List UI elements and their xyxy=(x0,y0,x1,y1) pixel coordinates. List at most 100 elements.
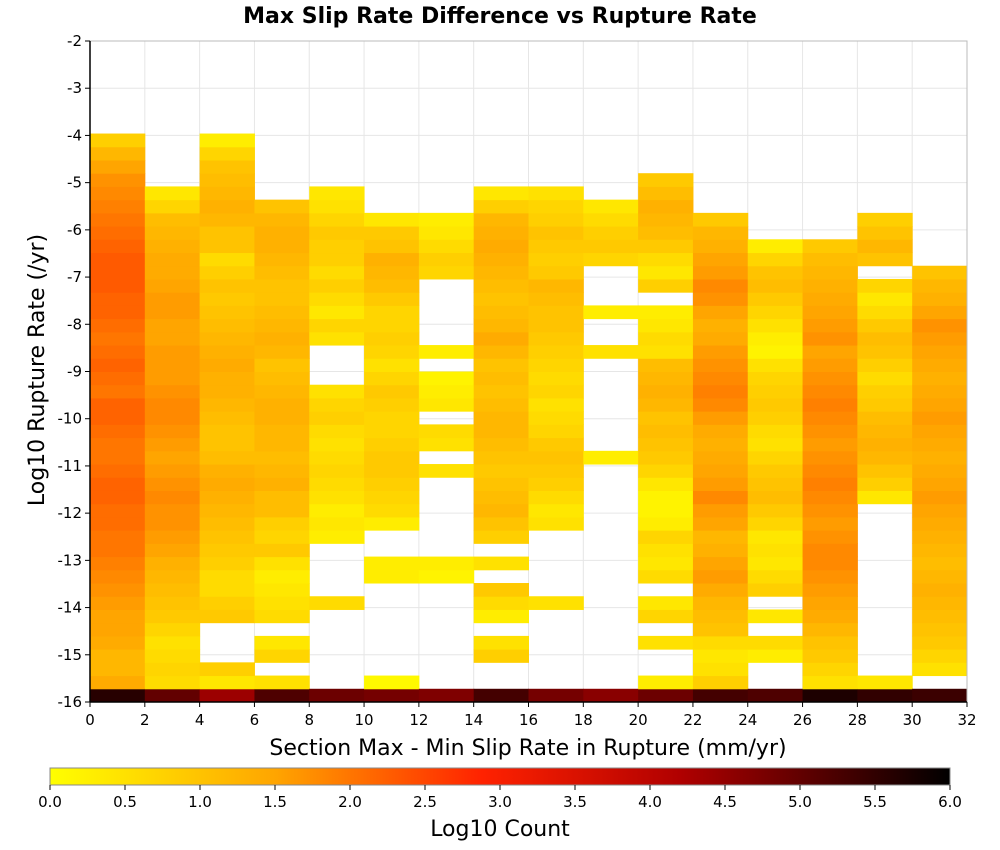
heatmap-cell xyxy=(747,464,804,478)
heatmap-cell xyxy=(90,292,146,306)
heatmap-cell xyxy=(638,675,694,690)
heatmap-cell xyxy=(364,239,420,254)
x-tick-label: 30 xyxy=(903,711,922,729)
heatmap-cell xyxy=(473,345,529,359)
heatmap-cell xyxy=(144,265,201,280)
heatmap-cell xyxy=(528,477,584,491)
heatmap-cell xyxy=(528,292,584,306)
heatmap-cell xyxy=(692,635,749,650)
heatmap-cell xyxy=(90,186,146,201)
heatmap-cell xyxy=(747,411,804,425)
heatmap-cell xyxy=(418,226,475,240)
heatmap-cell xyxy=(199,477,255,491)
heatmap-cell xyxy=(747,583,804,597)
heatmap-cell xyxy=(912,583,968,597)
heatmap-cell xyxy=(638,556,694,571)
heatmap-cell xyxy=(473,688,529,703)
colorbar-tick-label: 0.5 xyxy=(113,793,137,811)
heatmap-cell xyxy=(638,464,694,478)
heatmap-cell xyxy=(364,358,420,372)
heatmap-cell xyxy=(857,371,913,386)
x-tick-label: 6 xyxy=(250,711,260,729)
y-tick-label: -13 xyxy=(58,551,83,569)
heatmap-cell xyxy=(747,649,804,663)
heatmap-cell xyxy=(144,199,201,214)
heatmap-cell xyxy=(802,292,858,306)
heatmap-cell xyxy=(144,186,201,201)
y-axis-ticks: -2 -3 -4 -5 -6 -7 -8 -9 -10 -11 -12 -13 -14 -15 -16 xyxy=(58,32,90,711)
heatmap-cell xyxy=(90,252,146,267)
heatmap-cell xyxy=(638,265,694,280)
heatmap-cell xyxy=(418,569,475,584)
heatmap-cell xyxy=(912,490,968,505)
heatmap-cell xyxy=(418,252,475,267)
heatmap-cell xyxy=(692,397,749,412)
heatmap-cell xyxy=(857,212,913,227)
heatmap-cell xyxy=(802,662,858,677)
heatmap-cell xyxy=(638,358,694,372)
heatmap-cell xyxy=(309,424,365,439)
heatmap-cell xyxy=(528,450,584,465)
heatmap-cell xyxy=(912,292,968,306)
heatmap-cell xyxy=(857,239,913,254)
heatmap-cell xyxy=(418,464,475,478)
heatmap-cell xyxy=(747,305,804,320)
heatmap-cell xyxy=(912,265,968,280)
x-tick-label: 12 xyxy=(409,711,428,729)
heatmap-cell xyxy=(802,464,858,478)
heatmap-cell xyxy=(199,265,255,280)
colorbar-tick-label: 1.5 xyxy=(263,793,287,811)
heatmap-cell xyxy=(309,397,365,412)
heatmap-cell xyxy=(912,384,968,399)
heatmap-cell xyxy=(857,292,913,306)
heatmap-cell xyxy=(473,371,529,386)
heatmap-cell xyxy=(199,371,255,386)
heatmap-cell xyxy=(528,437,584,452)
heatmap-cell xyxy=(254,675,310,690)
heatmap-cell xyxy=(144,596,201,610)
heatmap-cell xyxy=(199,490,255,505)
x-axis-ticks: 0 2 4 6 8 10 12 14 16 18 20 22 24 26 28 30 32 xyxy=(85,702,977,729)
heatmap-cell xyxy=(199,331,255,346)
heatmap-cell xyxy=(638,226,694,240)
heatmap-cell xyxy=(638,199,694,214)
heatmap-cell xyxy=(638,186,694,201)
heatmap-cell xyxy=(254,226,310,240)
heatmap-cell xyxy=(912,411,968,425)
heatmap-cell xyxy=(254,530,310,544)
heatmap-cell xyxy=(90,450,146,465)
heatmap-cell xyxy=(364,226,420,240)
heatmap-cell xyxy=(90,358,146,372)
heatmap-cell xyxy=(638,516,694,531)
heatmap-cell xyxy=(254,583,310,597)
heatmap-cell xyxy=(583,305,639,320)
heatmap-cell xyxy=(692,345,749,359)
heatmap-cell xyxy=(199,424,255,439)
heatmap-cell xyxy=(199,305,255,320)
heatmap-cell xyxy=(912,516,968,531)
heatmap-cell xyxy=(418,384,475,399)
heatmap-cell xyxy=(199,569,255,584)
heatmap-cell xyxy=(912,609,968,624)
heatmap-cell xyxy=(912,278,968,293)
heatmap-cell xyxy=(90,371,146,386)
heatmap-cell xyxy=(692,331,749,346)
x-tick-label: 16 xyxy=(519,711,538,729)
heatmap-cell xyxy=(254,596,310,610)
heatmap-cell xyxy=(254,688,310,703)
heatmap-cell xyxy=(912,305,968,320)
heatmap-cell xyxy=(364,503,420,518)
heatmap-cell xyxy=(473,503,529,518)
heatmap-cell xyxy=(638,371,694,386)
heatmap-cell xyxy=(638,530,694,544)
heatmap-cell xyxy=(638,411,694,425)
y-tick-label: -16 xyxy=(58,693,83,711)
heatmap-cell xyxy=(747,530,804,544)
heatmap-cell xyxy=(692,649,749,663)
x-tick-label: 10 xyxy=(355,711,374,729)
heatmap-cell xyxy=(747,292,804,306)
heatmap-cell xyxy=(90,384,146,399)
heatmap-cell xyxy=(144,464,201,478)
heatmap-cell xyxy=(254,397,310,412)
heatmap-cell xyxy=(692,530,749,544)
